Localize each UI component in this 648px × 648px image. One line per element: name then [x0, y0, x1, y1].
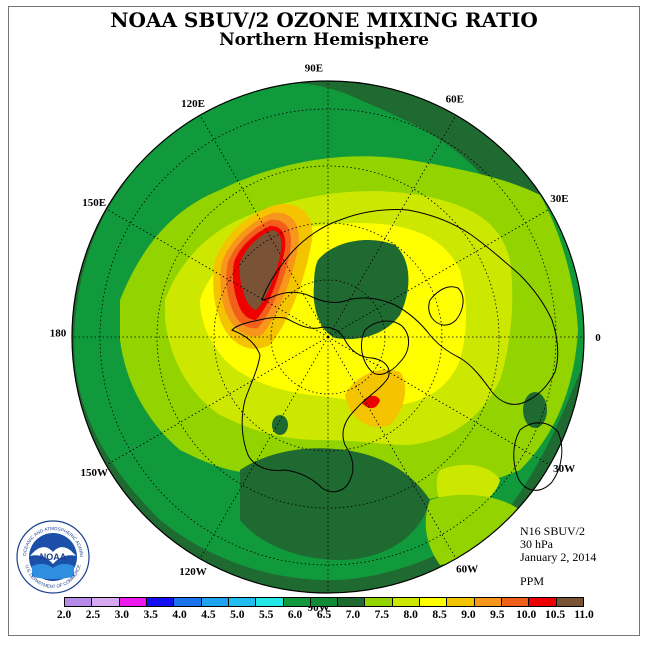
colorbar-tick-label: 2.0: [56, 609, 72, 621]
colorbar-tick-label: 3.0: [114, 609, 129, 621]
colorbar-tick-label: 9.5: [490, 609, 505, 621]
colorbar-tick-label: 9.0: [461, 609, 476, 621]
colorbar-swatch: [446, 598, 474, 606]
meridian-line: [327, 336, 550, 466]
colorbar-tick-labels: 2.0 2.5 3.0 3.5 4.0 4.5 5.0 5.5 6.0 6.5 7.0 7.5 8.0 8…: [0, 609, 648, 625]
longitude-label: 120E: [181, 98, 205, 110]
meridian-line: [199, 115, 329, 338]
colorbar-swatch: [227, 598, 256, 606]
colorbar-swatch: [118, 598, 146, 606]
colorbar-tick-label: 10.5: [545, 609, 566, 621]
colorbar-swatch: [309, 598, 338, 606]
coastline-north-america: [231, 317, 390, 493]
colorbar-swatch: [419, 598, 447, 606]
ozone-region-7.0-us: [272, 415, 288, 435]
colorbar-tick-label: 5.5: [259, 609, 274, 621]
coastline-scandinavia: [428, 286, 464, 326]
colorbar-tick-label: 7.5: [374, 609, 389, 621]
logo-bird-shape: [30, 547, 76, 564]
colorbar-swatch: [337, 598, 365, 606]
colorbar-tick-label: 10.0: [516, 609, 537, 621]
meridian-lines: [72, 81, 584, 593]
meridian-line: [106, 208, 329, 338]
colorbar-swatch: [145, 598, 174, 606]
meridian-line: [199, 336, 329, 559]
meridian-line: [106, 336, 329, 466]
colorbar-tick-label: 6.0: [287, 609, 303, 621]
meridian-line: [327, 208, 550, 338]
colorbar-swatch: [501, 598, 529, 606]
ozone-field: [72, 81, 584, 593]
longitude-label: 30E: [550, 193, 568, 205]
longitude-label: 180: [50, 327, 67, 339]
longitude-label: 150W: [80, 467, 108, 479]
noaa-logo: NOAA NATIONAL OCEANIC AND ATMOSPHERIC AD…: [16, 520, 90, 594]
longitude-label: 90E: [305, 62, 323, 74]
map-title: NOAA SBUV/2 OZONE MIXING RATIO: [110, 8, 538, 32]
colorbar-swatch: [391, 598, 420, 606]
date-label: January 2, 2014: [520, 550, 597, 564]
colorbar-swatch: [555, 598, 583, 606]
colorbar-tick-label: 7.0: [345, 609, 361, 621]
colorbar: [64, 597, 584, 607]
colorbar-tick-label: 6.5: [316, 609, 332, 621]
colorbar-swatch: [91, 598, 119, 606]
ozone-region-7.0-south: [240, 448, 430, 560]
longitude-label: 0: [595, 332, 601, 344]
colorbar-tick-label: 3.5: [143, 609, 158, 621]
coastline-africa: [513, 422, 563, 491]
longitude-label: 60E: [446, 94, 464, 106]
colorbar-tick-label: 11.0: [574, 609, 594, 621]
coastline-eurasia: [261, 209, 559, 405]
colorbar-swatch: [65, 598, 92, 606]
meridian-line: [327, 336, 457, 559]
colorbar-swatch: [528, 598, 556, 606]
ozone-region-7.0-atlantic: [523, 392, 547, 428]
map-subtitle: Northern Hemisphere: [219, 30, 429, 50]
longitude-label: 150E: [82, 197, 106, 209]
longitude-label: 30W: [553, 463, 575, 475]
logo-center-text: NOAA: [40, 552, 67, 562]
longitude-label: 60W: [456, 563, 478, 575]
colorbar-swatch: [173, 598, 201, 606]
coastlines: [231, 209, 563, 493]
pressure-label: 30 hPa: [520, 537, 553, 551]
colorbar-swatch: [364, 598, 392, 606]
map-disc-border: [71, 80, 585, 594]
meridian-line: [327, 115, 457, 338]
colorbar-swatch: [473, 598, 501, 606]
colorbar-swatch: [282, 598, 310, 606]
instrument-label: N16 SBUV/2: [520, 524, 586, 538]
ozone-region-7.0-pole: [313, 240, 409, 340]
colorbar-tick-label: 4.0: [172, 609, 187, 621]
units-label: PPM: [520, 574, 545, 588]
ozone-region-11.0: [239, 230, 282, 310]
colorbar-tick-label: 4.5: [201, 609, 216, 621]
colorbar-tick-label: 2.5: [85, 609, 101, 621]
ozone-region-7.5-southeast: [425, 494, 520, 565]
logo-wave-shape: [32, 563, 74, 579]
colorbar-tick-label: 5.0: [230, 609, 245, 621]
colorbar-tick-label: 8.0: [403, 609, 418, 621]
coastline-greenland: [361, 320, 409, 375]
colorbar-swatch: [200, 598, 228, 606]
longitude-label: 120W: [179, 566, 207, 578]
colorbar-swatch: [255, 598, 283, 606]
colorbar-tick-label: 8.5: [432, 609, 447, 621]
